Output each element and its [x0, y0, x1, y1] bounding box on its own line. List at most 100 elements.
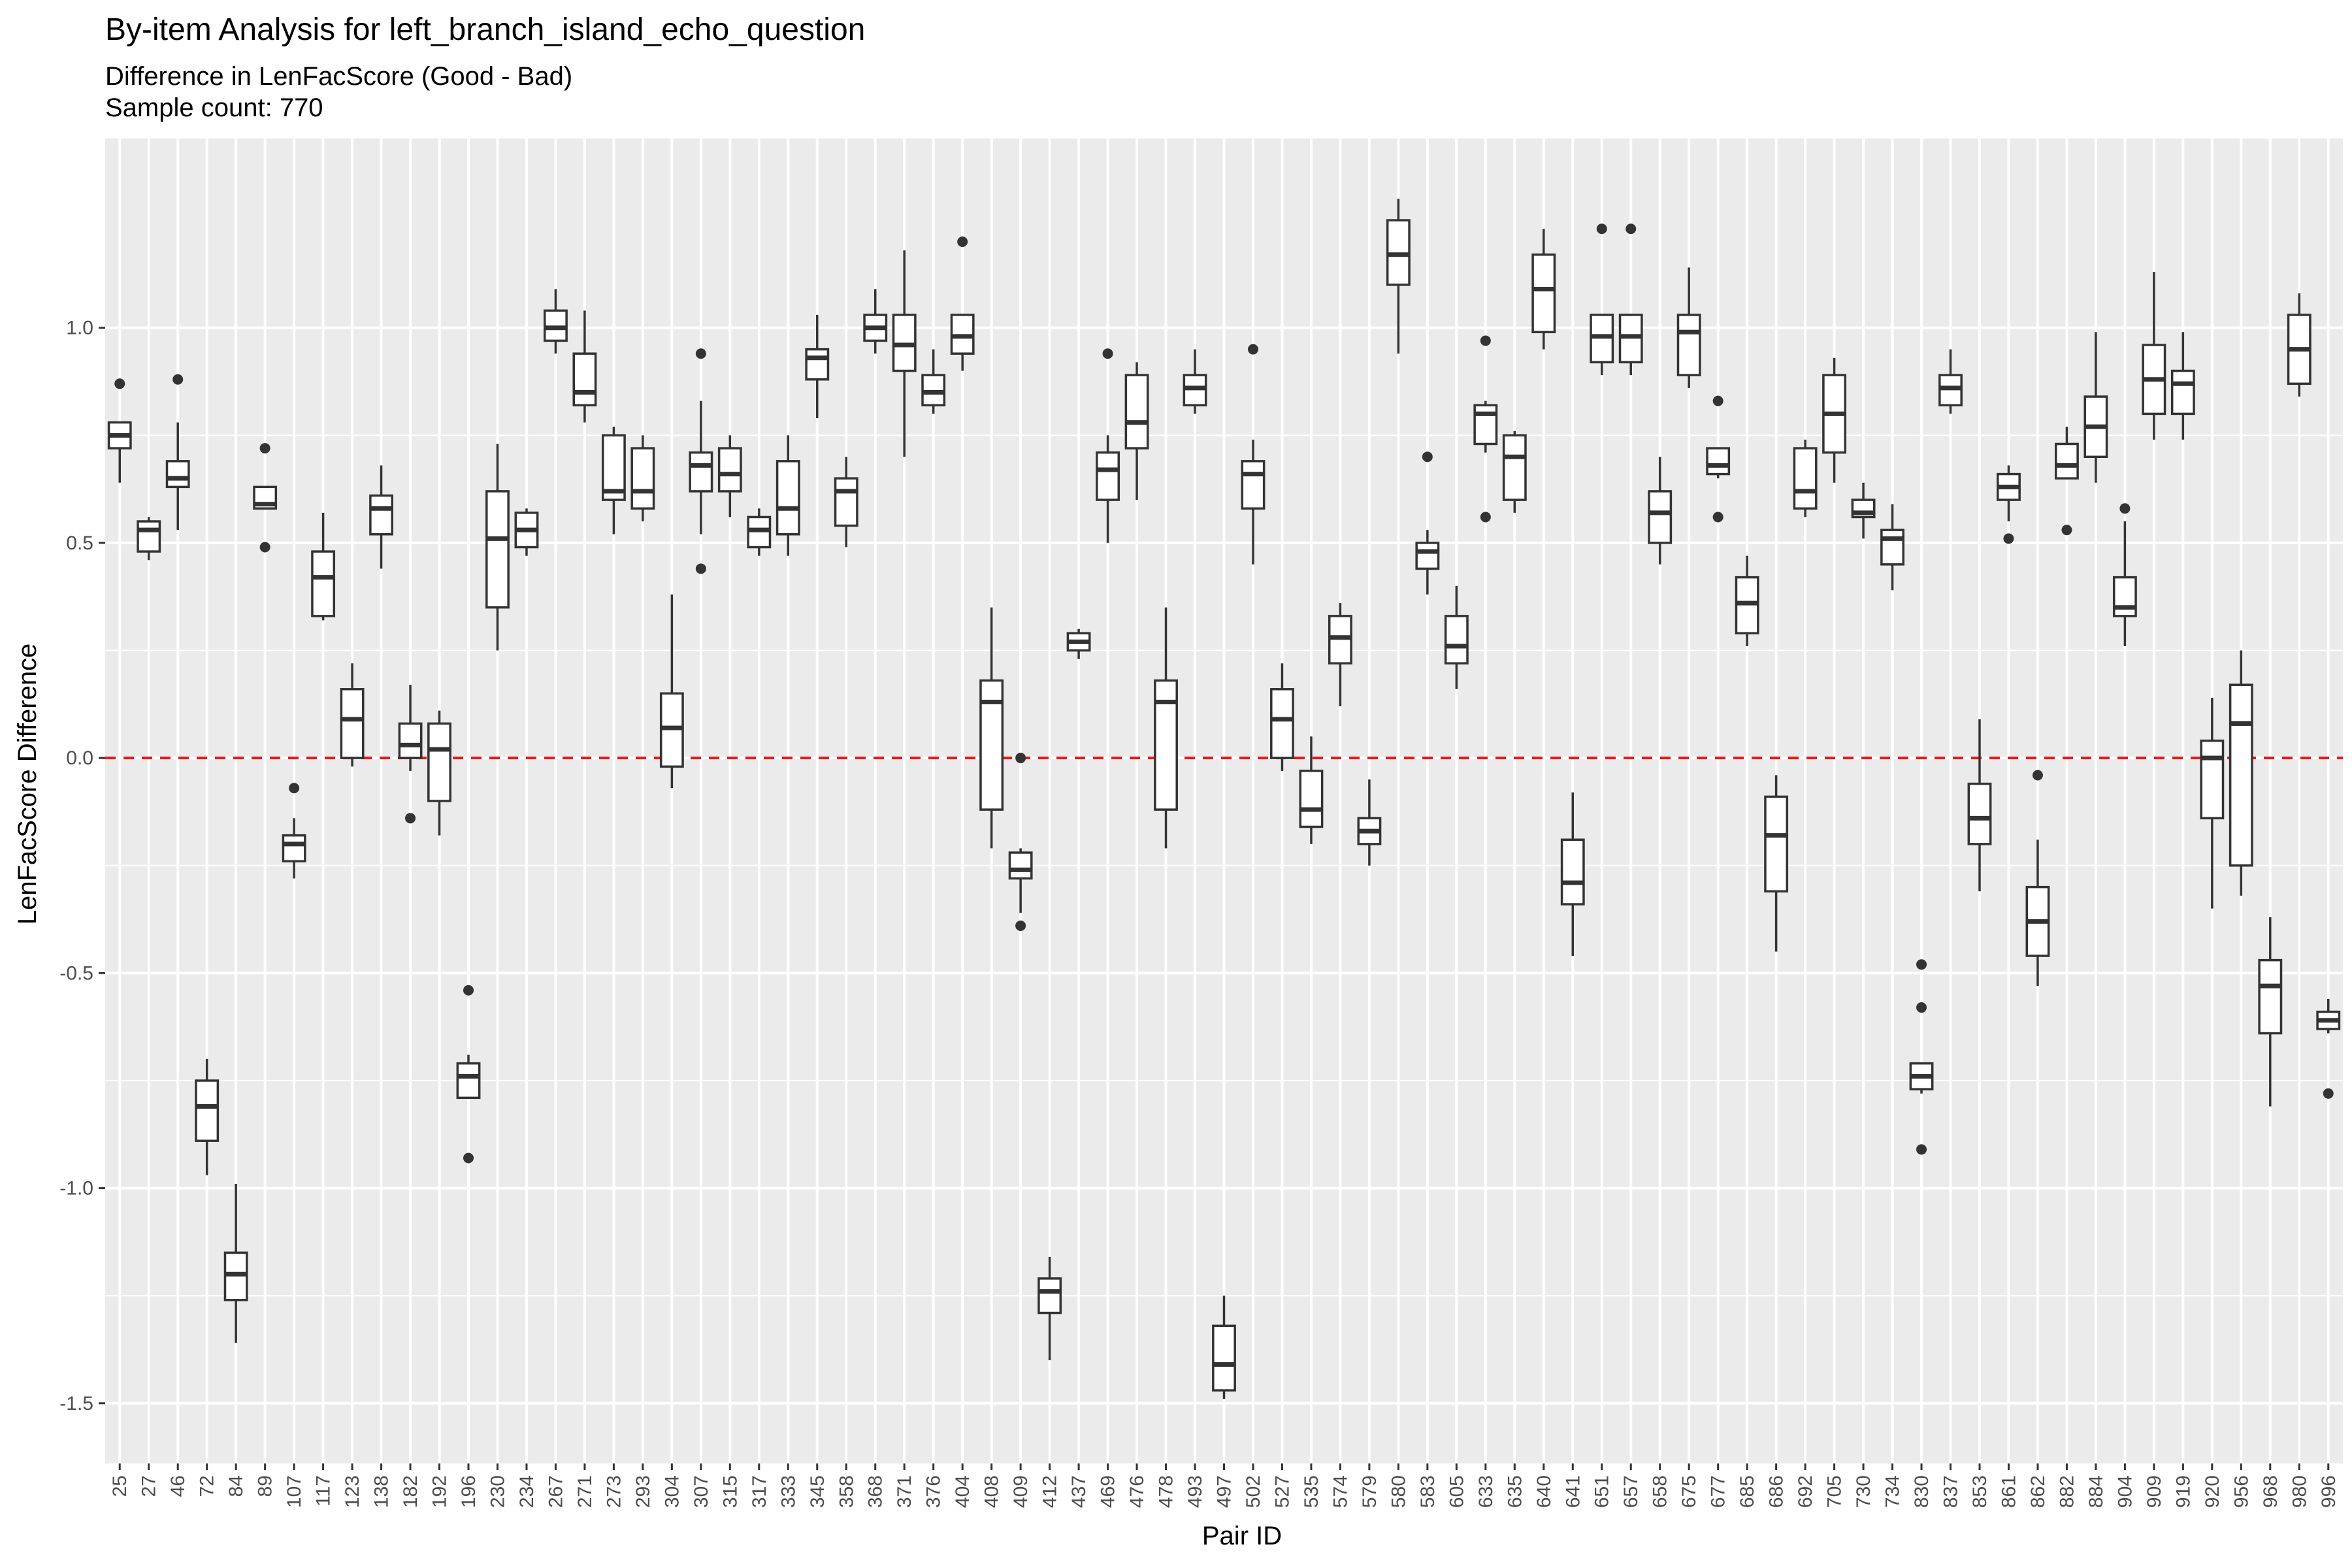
box-46: [165, 374, 190, 531]
x-tick-label: 527: [1271, 1475, 1293, 1508]
y-tick-label: -0.5: [59, 962, 93, 984]
box-138: [369, 465, 393, 569]
x-tick-label: 692: [1795, 1475, 1816, 1508]
box-iqr: [1241, 460, 1266, 510]
box-633: [1473, 335, 1498, 523]
outlier-point: [1015, 753, 1026, 764]
box-iqr: [311, 550, 336, 617]
box-iqr: [165, 460, 190, 489]
box-685: [1735, 555, 1759, 646]
box-72: [195, 1059, 220, 1175]
box-iqr: [369, 494, 393, 536]
x-tick-label: 273: [603, 1475, 625, 1508]
box-651: [1590, 223, 1614, 376]
box-273: [601, 427, 626, 534]
outlier-point: [463, 1152, 474, 1164]
box-iqr: [776, 460, 800, 536]
box-iqr: [1880, 529, 1904, 566]
box-861: [1997, 465, 2021, 544]
box-230: [485, 444, 510, 651]
x-tick-label: 853: [1969, 1475, 1991, 1508]
box-583: [1415, 451, 1440, 595]
x-tick-label: 368: [865, 1475, 887, 1508]
outlier-point: [1712, 395, 1723, 406]
outlier-point: [1916, 1002, 1927, 1013]
box-919: [2170, 332, 2195, 440]
box-iqr: [1299, 770, 1324, 828]
box-837: [1938, 349, 1963, 414]
box-705: [1822, 357, 1847, 483]
box-980: [2287, 293, 2311, 397]
box-iqr: [1096, 451, 1120, 501]
x-tick-label: 583: [1417, 1475, 1439, 1508]
box-368: [863, 289, 888, 354]
box-iqr: [805, 348, 830, 381]
outlier-point: [2323, 1088, 2334, 1099]
x-tick-label: 580: [1388, 1475, 1409, 1508]
box-84: [223, 1184, 248, 1343]
box-iqr: [2200, 740, 2225, 820]
x-tick-label: 633: [1475, 1475, 1497, 1508]
outlier-point: [1480, 335, 1491, 346]
x-tick-label: 830: [1911, 1475, 1933, 1508]
x-tick-label: 478: [1156, 1475, 1177, 1508]
x-axis-title: Pair ID: [1202, 1522, 1282, 1550]
y-axis-ticks: -1.5 -1.0 -0.5 0.0 0.5 1.0: [59, 318, 105, 1414]
x-tick-label: 502: [1243, 1475, 1264, 1508]
box-580: [1386, 199, 1411, 354]
outlier-point: [695, 348, 706, 359]
box-469: [1096, 348, 1120, 543]
box-293: [630, 435, 655, 522]
y-tick-label: 0.0: [66, 747, 93, 769]
box-686: [1764, 775, 1789, 952]
outlier-point: [289, 783, 300, 794]
box-117: [311, 512, 336, 621]
box-iqr: [398, 722, 423, 759]
outlier-point: [1247, 344, 1258, 355]
outlier-point: [172, 374, 184, 385]
x-tick-label: 730: [1853, 1475, 1874, 1508]
chart-title: By-item Analysis for left_branch_island_…: [105, 12, 865, 47]
box-series: [107, 199, 2341, 1399]
x-tick-label: 579: [1359, 1475, 1380, 1508]
box-iqr: [1764, 795, 1789, 893]
box-956: [2229, 650, 2253, 896]
box-535: [1299, 736, 1324, 844]
box-iqr: [1270, 688, 1294, 759]
x-tick-label: 437: [1068, 1475, 1090, 1508]
y-axis-title: LenFacScore Difference: [13, 644, 42, 925]
box-677: [1706, 395, 1731, 523]
box-iqr: [2229, 683, 2253, 867]
x-tick-label: 409: [1010, 1475, 1032, 1508]
box-307: [689, 348, 713, 574]
x-tick-label: 685: [1737, 1475, 1758, 1508]
box-692: [1793, 439, 1818, 517]
x-tick-label: 358: [836, 1475, 857, 1508]
outlier-point: [259, 443, 270, 454]
x-tick-label: 734: [1882, 1475, 1904, 1508]
box-iqr: [630, 447, 655, 510]
box-579: [1357, 779, 1382, 866]
outlier-point: [2119, 503, 2131, 514]
box-iqr: [1793, 447, 1818, 510]
outlier-point: [114, 378, 125, 389]
y-tick-label: 1.0: [66, 318, 93, 339]
chart-subtitle-line-2: Sample count: 770: [105, 93, 323, 122]
box-iqr: [1706, 447, 1731, 476]
outlier-point: [2003, 533, 2014, 544]
box-437: [1066, 629, 1091, 659]
x-tick-label: 497: [1214, 1475, 1235, 1508]
x-tick-label: 641: [1562, 1475, 1584, 1508]
x-tick-label: 920: [2202, 1475, 2223, 1508]
x-tick-label: 117: [313, 1475, 335, 1507]
box-371: [892, 250, 917, 457]
box-478: [1154, 607, 1178, 849]
x-tick-label: 996: [2318, 1475, 2340, 1508]
outlier-point: [405, 813, 416, 824]
box-404: [950, 237, 975, 371]
x-tick-label: 138: [371, 1475, 393, 1508]
x-tick-label: 107: [284, 1475, 305, 1508]
x-tick-label: 317: [749, 1475, 770, 1508]
box-iqr: [1415, 542, 1440, 570]
